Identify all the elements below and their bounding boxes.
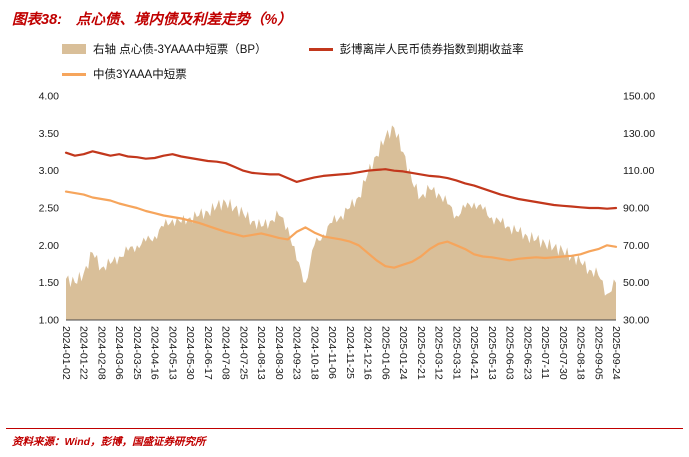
right-axis-tick-label: 70.00 — [623, 240, 649, 252]
x-axis-tick-label: 2024-06-17 — [202, 326, 214, 380]
x-axis-tick-label: 2025-01-24 — [397, 326, 409, 380]
right-axis-tick-label: 150.00 — [623, 91, 655, 103]
mtn-yield-line-series — [64, 190, 618, 269]
figure-number: 图表38: — [12, 12, 62, 28]
left-axis-tick-label: 2.00 — [39, 240, 60, 252]
red-line-swatch-icon — [308, 47, 333, 51]
left-axis-tick-label: 4.00 — [39, 91, 60, 103]
right-axis-tick-label: 50.00 — [623, 277, 649, 289]
source-note: 资料来源：Wind，彭博，国盛证券研究所 — [6, 428, 683, 449]
legend: 右轴 点心债-3YAAA中短票（BP） 彭博离岸人民币债券指数到期收益率 中债3… — [0, 41, 689, 82]
left-axis-tick-label: 3.00 — [39, 165, 60, 177]
legend-row-1: 右轴 点心债-3YAAA中短票（BP） 彭博离岸人民币债券指数到期收益率 — [0, 41, 689, 57]
x-axis-tick-label: 2024-07-25 — [237, 326, 249, 380]
x-axis-tick-label: 2024-09-23 — [291, 326, 303, 380]
offshore-yield-line-series — [64, 150, 618, 210]
x-axis-tick-label: 2025-09-24 — [610, 326, 622, 380]
orange-line-swatch-icon — [62, 72, 86, 76]
x-axis-tick-label: 2025-03-12 — [433, 326, 445, 380]
area-swatch-icon — [62, 44, 86, 54]
x-axis-tick-label: 2024-10-18 — [308, 326, 320, 380]
chart-title: 图表38: 点心债、境内债及利差走势（%） — [0, 8, 689, 29]
x-axis-tick-label: 2025-08-18 — [575, 326, 587, 380]
x-axis-tick-label: 2025-06-23 — [521, 326, 533, 380]
x-axis-tick-label: 2024-08-30 — [273, 326, 285, 380]
x-axis-tick-label: 2025-02-21 — [415, 326, 427, 380]
legend-label-spread: 右轴 点心债-3YAAA中短票（BP） — [93, 44, 267, 56]
x-axis-tick-label: 2024-01-02 — [60, 326, 72, 380]
legend-item-spread: 右轴 点心债-3YAAA中短票（BP） — [62, 41, 267, 57]
legend-row-2: 中债3YAAA中短票 — [0, 66, 689, 82]
right-axis-tick-label: 130.00 — [623, 128, 655, 140]
left-axis-tick-label: 1.50 — [39, 277, 60, 289]
x-axis-tick-label: 2024-05-13 — [167, 326, 179, 380]
right-axis-tick-label: 90.00 — [623, 203, 649, 215]
x-axis-tick-label: 2025-09-05 — [592, 326, 604, 380]
legend-item-mtn-yield: 中债3YAAA中短票 — [62, 66, 187, 82]
x-axis-tick-label: 2025-07-30 — [557, 326, 569, 380]
legend-label-offshore-yield: 彭博离岸人民币债券指数到期收益率 — [339, 44, 524, 56]
right-axis-tick-label: 30.00 — [623, 315, 649, 327]
x-axis-tick-label: 2024-05-30 — [184, 326, 196, 380]
x-axis-tick-label: 2024-07-08 — [220, 326, 232, 380]
source-note-text: 资料来源：Wind，彭博，国盛证券研究所 — [12, 436, 206, 448]
x-axis-tick-label: 2024-03-25 — [131, 326, 143, 380]
x-axis-tick-label: 2025-01-06 — [379, 326, 391, 380]
x-axis-tick-label: 2024-11-25 — [344, 326, 356, 379]
x-axis-tick-label: 2024-12-16 — [362, 326, 374, 380]
x-axis-tick-label: 2025-04-21 — [468, 326, 480, 380]
x-axis-tick-label: 2024-02-08 — [96, 326, 108, 380]
x-axis-tick-label: 2025-05-13 — [486, 326, 498, 380]
spread-area-series — [66, 125, 616, 321]
left-axis-tick-label: 2.50 — [39, 203, 60, 215]
x-axis-tick-label: 2024-04-16 — [149, 326, 161, 380]
right-axis-tick-label: 110.00 — [623, 165, 654, 177]
x-axis-tick-label: 2025-03-31 — [450, 326, 462, 380]
figure-title: 点心债、境内债及利差走势（%） — [75, 12, 292, 28]
legend-label-mtn-yield: 中债3YAAA中短票 — [93, 69, 187, 81]
x-axis-tick-label: 2024-08-13 — [255, 326, 267, 380]
x-axis-tick-label: 2024-03-06 — [113, 326, 125, 380]
chart-plot: 4.00 3.50 3.00 2.50 2.00 1.50 1.00 150.00 130.00… — [39, 91, 656, 380]
x-axis-tick-label: 2024-11-06 — [326, 326, 338, 379]
left-axis-tick-label: 1.00 — [39, 315, 60, 327]
x-axis-tick-label: 2025-07-11 — [539, 326, 551, 379]
x-axis-tick-label: 2025-06-03 — [504, 326, 516, 380]
x-axis-tick-label: 2024-01-22 — [78, 326, 90, 380]
left-axis-tick-label: 3.50 — [39, 128, 60, 140]
legend-item-offshore-yield: 彭博离岸人民币债券指数到期收益率 — [308, 41, 524, 57]
